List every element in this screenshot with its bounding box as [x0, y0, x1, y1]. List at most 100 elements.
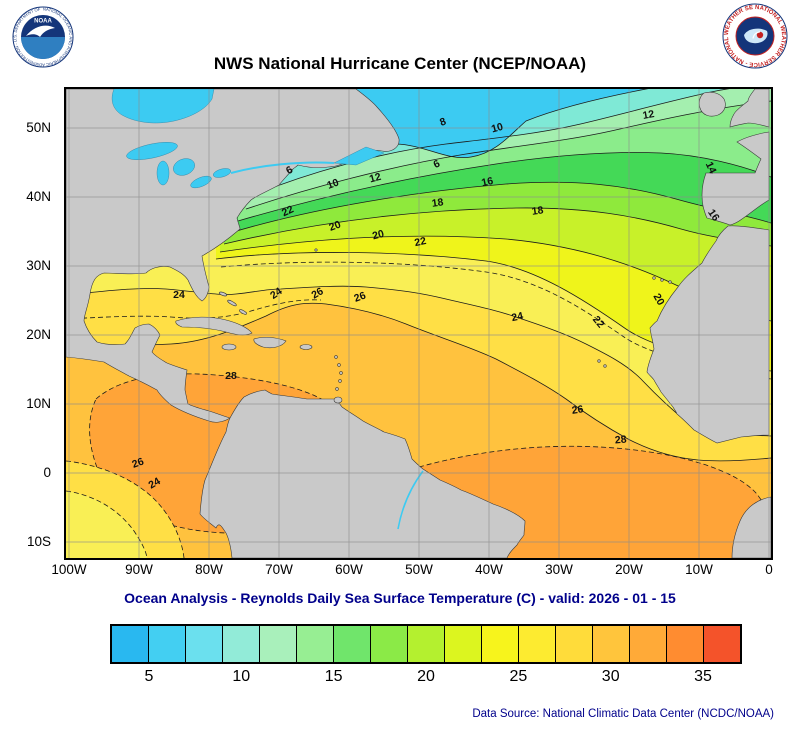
land-canaries	[668, 280, 672, 284]
lon-label: 10W	[685, 562, 713, 577]
land-ireland	[698, 91, 726, 117]
contour-label: 10	[325, 176, 340, 191]
contour-label: 14	[703, 160, 719, 176]
contour-label: 8	[438, 115, 448, 128]
lon-label: 60W	[335, 562, 363, 577]
contour-label: 20	[371, 228, 386, 243]
lon-label: 40W	[475, 562, 503, 577]
land-bahamas	[239, 309, 247, 315]
colorbar-tick-labels: 5 10 15 20 25 30 35	[112, 668, 740, 690]
colorbar-cell	[112, 626, 149, 662]
lat-label: 10S	[26, 534, 51, 549]
contour-label: 24	[146, 475, 162, 491]
lon-label: 90W	[125, 562, 153, 577]
sst-map-frame: 8 10 12 6 10 12 6 16 14 18 18 16 22 20 20 22 24 24 26 26 24 2…	[64, 87, 773, 560]
colorbar-cell	[334, 626, 371, 662]
colorbar-tick-label: 20	[417, 668, 435, 685]
temperature-colorbar	[110, 624, 742, 664]
data-source-note: Data Source: National Climatic Data Cent…	[472, 708, 774, 720]
land-cape-verde	[603, 364, 607, 368]
contour-label: 6	[284, 164, 295, 177]
land-antilles	[337, 363, 341, 367]
colorbar-cell	[667, 626, 704, 662]
colorbar-cell	[223, 626, 260, 662]
contour-label: 26	[352, 289, 367, 304]
noaa-logo-text: NOAA	[34, 19, 52, 25]
land-iberia-france	[701, 131, 770, 226]
colorbar-cell	[297, 626, 334, 662]
grid-lines	[66, 89, 771, 558]
colorbar-cell	[704, 626, 740, 662]
contour-label: 26	[309, 285, 325, 301]
colorbar-tick-label: 35	[694, 668, 712, 685]
lon-label: 80W	[195, 562, 223, 577]
contour-label: 20	[650, 291, 666, 307]
land-antilles	[334, 355, 338, 359]
colorbar-cell	[482, 626, 519, 662]
lake-erie	[190, 175, 212, 189]
lon-label: 20W	[615, 562, 643, 577]
map-caption: Ocean Analysis - Reynolds Daily Sea Surf…	[124, 590, 676, 606]
land-bermuda	[314, 248, 318, 252]
contour-label: 16	[480, 175, 494, 189]
colorbar-cell	[260, 626, 297, 662]
colorbar-cell	[556, 626, 593, 662]
hudson-bay	[111, 89, 215, 124]
colorbar-cell	[445, 626, 482, 662]
contour-label: 20	[327, 218, 342, 233]
lat-label: 0	[43, 465, 51, 480]
nws-logo-icon: NATIONAL WEATHER SERVICE - NATIONAL WEAT…	[722, 3, 788, 69]
land-jamaica	[221, 343, 237, 351]
contour-label: 12	[368, 171, 383, 186]
lon-label: 100W	[51, 562, 87, 577]
lon-label: 0	[765, 562, 773, 577]
colorbar-cell	[408, 626, 445, 662]
land-antilles	[338, 379, 342, 383]
land-puerto-rico	[299, 344, 313, 350]
colorbar-cell	[371, 626, 408, 662]
lon-label: 70W	[265, 562, 293, 577]
amazon-river	[397, 470, 424, 530]
land-africa	[646, 225, 770, 444]
land-bahamas	[227, 299, 237, 307]
lat-label: 30N	[26, 258, 51, 273]
page-title: NWS National Hurricane Center (NCEP/NOAA…	[213, 54, 587, 73]
contour-label: 10	[490, 121, 505, 136]
land-cape-verde	[597, 359, 601, 363]
lat-label: 10N	[26, 396, 51, 411]
colorbar-tick-label: 30	[601, 668, 620, 685]
colorbar-tick-label: 10	[232, 668, 251, 685]
lon-label: 30W	[545, 562, 573, 577]
contour-label: 24	[173, 289, 185, 301]
land-north-america	[66, 89, 400, 423]
contour-label: 6	[432, 158, 443, 171]
lake-michigan	[156, 160, 170, 186]
contour-label: 22	[413, 235, 427, 249]
lake-huron	[173, 158, 195, 176]
colorbar-cell	[630, 626, 667, 662]
lat-label: 20N	[26, 327, 51, 342]
land-trinidad	[333, 396, 343, 404]
contour-label: 18	[531, 204, 544, 218]
colorbar-cell	[149, 626, 186, 662]
colorbar-tick-label: 5	[144, 668, 154, 685]
lat-label: 50N	[26, 120, 51, 135]
land-bahamas	[218, 291, 228, 297]
contour-label: 12	[642, 108, 656, 122]
colorbar-cell	[519, 626, 556, 662]
land-south-america	[199, 389, 526, 558]
contour-label: 18	[431, 196, 444, 210]
noaa-logo-icon: NATIONAL OCEANIC AND ATMOSPHERIC ADMINIS…	[12, 6, 74, 68]
colorbar-tick-label: 25	[509, 668, 528, 685]
contour-label: 26	[571, 403, 584, 417]
colorbar-tick-label: 15	[324, 668, 343, 685]
latitude-axis: 50N 40N 30N 20N 10N 0 10S	[0, 89, 60, 558]
land-corner-se	[731, 496, 771, 558]
land-antilles	[335, 387, 339, 391]
lon-label: 50W	[405, 562, 433, 577]
longitude-axis: 100W 90W 80W 70W 60W 50W 40W 30W 20W 10W 0	[51, 562, 773, 580]
colorbar-cell	[593, 626, 630, 662]
